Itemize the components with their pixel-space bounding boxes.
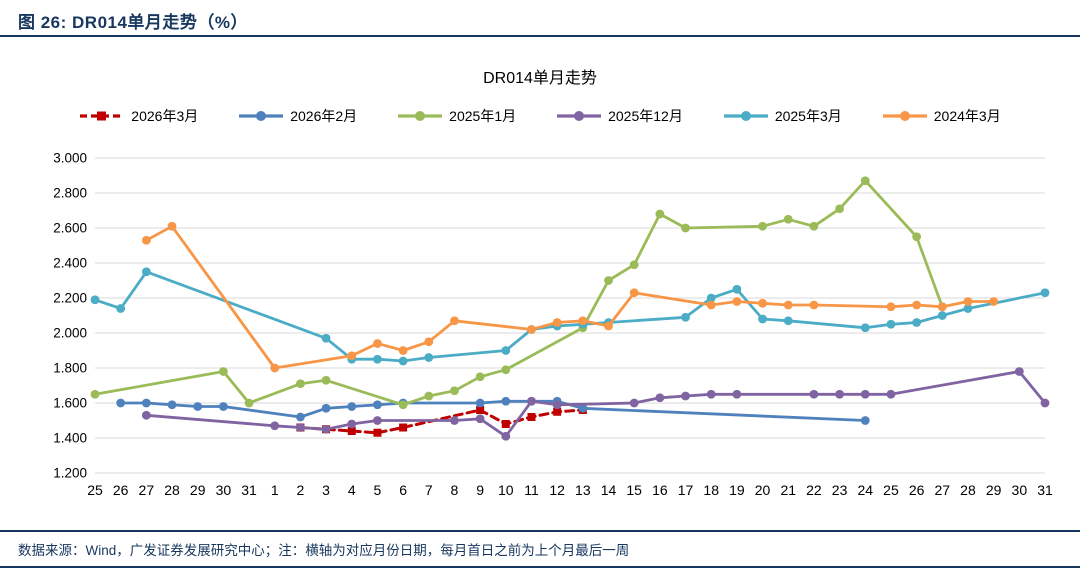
legend-label: 2026年2月 [290, 108, 358, 124]
legend-label: 2025年12月 [608, 108, 683, 124]
series-3 [141, 367, 1050, 441]
svg-text:17: 17 [678, 482, 694, 498]
svg-text:22: 22 [806, 482, 822, 498]
svg-text:30: 30 [216, 482, 232, 498]
svg-text:5: 5 [374, 482, 382, 498]
svg-text:2.800: 2.800 [53, 186, 87, 201]
legend-swatch-icon [80, 111, 125, 121]
svg-text:4: 4 [348, 482, 356, 498]
svg-text:13: 13 [575, 482, 591, 498]
svg-text:25: 25 [87, 482, 103, 498]
legend-item-2: 2025年1月 [397, 106, 516, 126]
svg-text:28: 28 [960, 482, 976, 498]
y-axis-labels: 1.200 1.400 1.600 1.800 2.000 2.200 2.400 2.600… [53, 151, 87, 481]
legend-swatch-icon [882, 111, 927, 121]
legend-swatch-icon [723, 111, 768, 121]
chart-legend: 2026年3月 2026年2月 2025年1月 2025年12月 2025年3月 2024… [0, 106, 1080, 126]
svg-text:2.000: 2.000 [53, 326, 87, 341]
header-divider [0, 35, 1080, 37]
svg-text:31: 31 [241, 482, 257, 498]
svg-text:11: 11 [524, 482, 539, 498]
legend-item-5: 2024年3月 [882, 106, 1001, 126]
svg-text:3: 3 [322, 482, 330, 498]
svg-text:1: 1 [271, 482, 279, 498]
svg-text:2.400: 2.400 [53, 256, 87, 271]
source-note: 数据来源：Wind，广发证券发展研究中心；注：横轴为对应月份日期，每月首日之前为… [18, 543, 630, 558]
svg-text:1.200: 1.200 [53, 466, 87, 481]
svg-text:10: 10 [498, 482, 514, 498]
chart-title: DR014单月走势 [483, 70, 597, 87]
svg-text:26: 26 [113, 482, 129, 498]
svg-text:14: 14 [601, 482, 617, 498]
figure-label: 图 26: DR014单月走势（%） [18, 13, 249, 32]
legend-item-4: 2025年3月 [723, 106, 842, 126]
svg-text:26: 26 [909, 482, 925, 498]
svg-text:27: 27 [139, 482, 155, 498]
legend-item-3: 2025年12月 [556, 106, 683, 126]
legend-label: 2024年3月 [933, 108, 1001, 124]
svg-text:1.400: 1.400 [53, 431, 87, 446]
svg-text:1.600: 1.600 [53, 396, 87, 411]
legend-item-0: 2026年3月 [79, 106, 198, 126]
svg-text:8: 8 [451, 482, 459, 498]
bottom-divider [0, 566, 1080, 568]
svg-text:28: 28 [164, 482, 180, 498]
svg-text:18: 18 [703, 482, 719, 498]
svg-text:25: 25 [883, 482, 899, 498]
plot-svg: 1.200 1.400 1.600 1.800 2.000 2.200 2.400 2.600… [53, 151, 1053, 499]
svg-text:1.800: 1.800 [53, 361, 87, 376]
legend-item-1: 2026年2月 [238, 106, 357, 126]
svg-text:12: 12 [549, 482, 565, 498]
svg-text:24: 24 [857, 482, 873, 498]
svg-text:2.200: 2.200 [53, 291, 87, 306]
series-4 [90, 267, 1050, 366]
svg-text:23: 23 [832, 482, 848, 498]
svg-text:30: 30 [1012, 482, 1028, 498]
legend-label: 2025年1月 [449, 108, 517, 124]
svg-text:2: 2 [297, 482, 305, 498]
dr014-line-chart: 1.200 1.400 1.600 1.800 2.000 2.200 2.400 2.600… [0, 140, 1080, 515]
svg-text:2.600: 2.600 [53, 221, 87, 236]
svg-text:29: 29 [190, 482, 206, 498]
series-1 [116, 396, 870, 425]
svg-text:6: 6 [399, 482, 407, 498]
svg-text:21: 21 [780, 482, 796, 498]
svg-text:16: 16 [652, 482, 668, 498]
legend-swatch-icon [557, 111, 602, 121]
footer-divider [0, 530, 1080, 532]
legend-label: 2025年3月 [774, 108, 842, 124]
svg-text:31: 31 [1037, 482, 1053, 498]
svg-text:9: 9 [476, 482, 484, 498]
x-axis-labels: 25 26 27 28 29 30 31 1 2 3 4 5 6 7 8 9 10 11 12 13 14 15 16 17 1… [87, 482, 1053, 498]
svg-text:3.000: 3.000 [53, 151, 87, 166]
svg-text:19: 19 [729, 482, 745, 498]
svg-text:29: 29 [986, 482, 1002, 498]
series-5 [141, 221, 999, 373]
svg-text:20: 20 [755, 482, 771, 498]
legend-swatch-icon [398, 111, 443, 121]
svg-text:27: 27 [935, 482, 951, 498]
svg-text:15: 15 [626, 482, 642, 498]
gridlines [95, 157, 1045, 474]
legend-label: 2026年3月 [131, 108, 199, 124]
svg-text:7: 7 [425, 482, 433, 498]
legend-swatch-icon [239, 111, 284, 121]
